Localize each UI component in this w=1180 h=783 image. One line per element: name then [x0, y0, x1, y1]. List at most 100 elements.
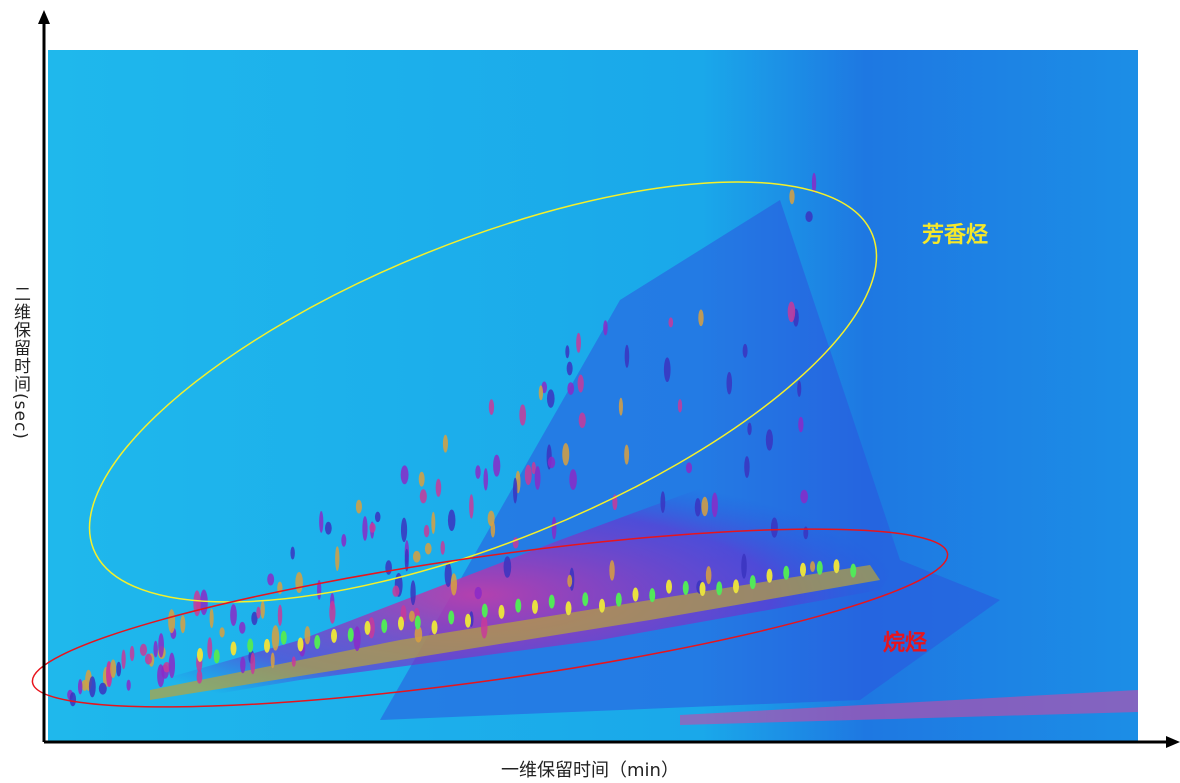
peak	[448, 509, 456, 531]
peak	[678, 399, 682, 412]
peak	[766, 429, 773, 450]
peak	[153, 641, 157, 658]
peak	[469, 494, 473, 518]
peak	[579, 413, 586, 428]
peak	[733, 579, 739, 593]
peak	[599, 599, 605, 613]
x-arrow	[1166, 736, 1180, 748]
peak	[278, 605, 283, 626]
peak	[381, 619, 387, 633]
peak	[78, 679, 82, 694]
peak	[298, 637, 304, 651]
peak	[549, 595, 555, 609]
peak	[99, 683, 107, 695]
peak	[295, 572, 303, 593]
peak	[272, 625, 279, 650]
peak	[744, 456, 749, 478]
peak	[413, 551, 421, 563]
peak	[210, 608, 214, 628]
peak	[110, 659, 116, 678]
peak	[695, 498, 701, 516]
peak	[525, 465, 532, 485]
peak	[515, 599, 521, 613]
peak	[582, 592, 588, 606]
peak	[292, 656, 296, 666]
peak	[817, 561, 823, 575]
peak	[567, 382, 574, 395]
peak	[348, 628, 354, 642]
y-arrow	[38, 10, 50, 24]
peak	[783, 566, 789, 580]
peak	[800, 563, 806, 577]
peak	[789, 189, 794, 204]
peak	[140, 644, 147, 656]
peak	[475, 587, 482, 599]
peak	[290, 547, 294, 560]
peak	[567, 362, 573, 376]
peak	[261, 601, 265, 619]
peak	[158, 633, 164, 657]
peak	[219, 627, 224, 637]
peak	[616, 593, 622, 607]
peak	[436, 479, 442, 497]
peak	[700, 582, 706, 596]
peak	[157, 664, 164, 687]
peak	[743, 344, 748, 358]
peak	[619, 398, 623, 416]
peak	[145, 654, 152, 665]
peak	[451, 573, 457, 595]
peak	[432, 620, 438, 634]
peak	[193, 590, 200, 616]
peak	[716, 581, 722, 595]
peak	[267, 573, 274, 585]
peak	[214, 649, 220, 663]
figure: 芳香烃 烷烃 一维保留时间（min） 二维保留时间(sec)	[0, 0, 1180, 783]
peak	[788, 301, 796, 322]
peak	[834, 559, 840, 573]
peak	[489, 399, 494, 415]
peak	[805, 211, 812, 222]
peak	[850, 564, 856, 578]
x-axis-label: 一维保留时间（min）	[501, 760, 679, 781]
peak	[547, 389, 555, 407]
annotation: 烷烃	[883, 630, 927, 656]
peak	[624, 445, 629, 465]
peak	[576, 333, 581, 353]
peak	[256, 607, 260, 619]
peak	[499, 605, 505, 619]
peak	[519, 404, 526, 425]
peak	[180, 615, 185, 633]
peak	[240, 657, 245, 673]
peak	[481, 615, 488, 638]
peak	[532, 600, 538, 614]
peak	[440, 541, 444, 555]
peak	[771, 518, 778, 538]
chart: 芳香烃 烷烃 一维保留时间（min）	[0, 0, 1180, 783]
peak	[698, 309, 703, 326]
peak	[425, 543, 432, 555]
peak	[609, 560, 614, 581]
peak	[810, 561, 815, 572]
peak	[305, 626, 311, 644]
peak	[197, 648, 203, 662]
peak	[747, 423, 751, 436]
peak	[649, 588, 655, 602]
peak	[329, 601, 335, 624]
peak	[230, 604, 237, 626]
peak	[712, 493, 718, 518]
peak	[666, 580, 672, 594]
peak	[569, 469, 577, 490]
peak	[398, 616, 404, 630]
peak	[239, 622, 245, 634]
peak	[798, 417, 803, 432]
peak	[483, 468, 488, 490]
peak	[578, 375, 584, 393]
peak	[130, 646, 135, 661]
peak	[116, 662, 121, 677]
peak	[126, 680, 130, 691]
peak	[415, 615, 421, 629]
peak	[493, 455, 500, 477]
peak	[803, 526, 808, 539]
peak	[431, 512, 435, 534]
peak	[603, 320, 608, 335]
